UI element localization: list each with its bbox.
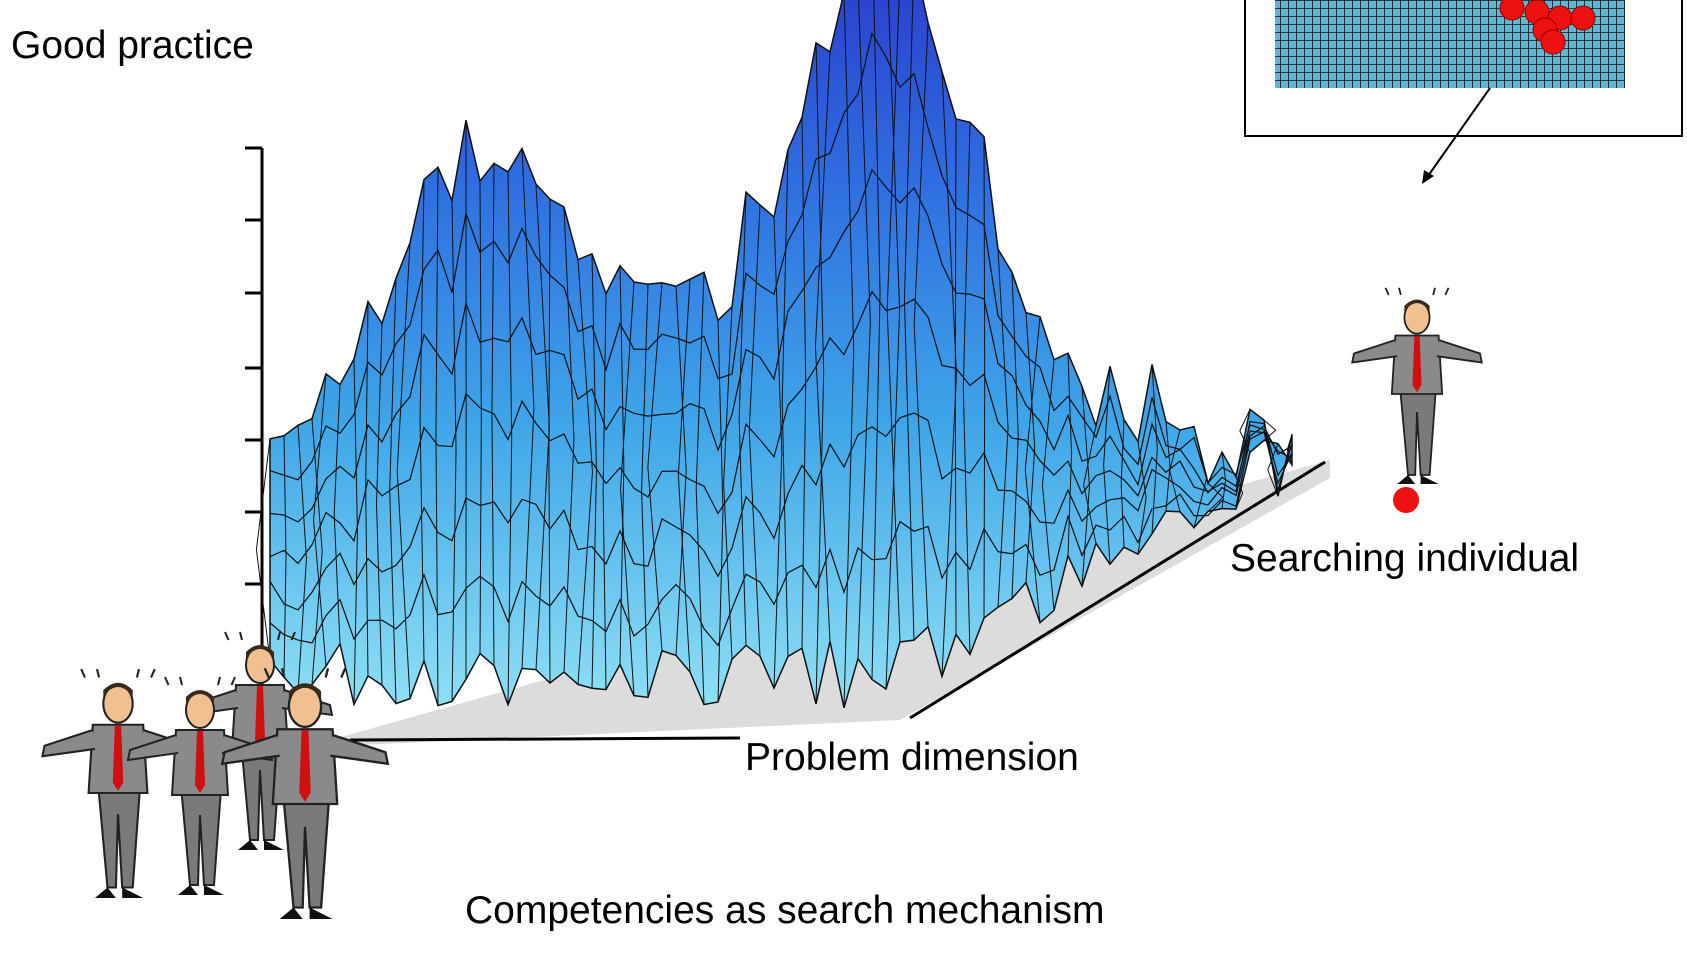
- individual-label: Searching individual: [1230, 537, 1579, 580]
- z-axis: [245, 148, 262, 700]
- fitness-landscape: [256, 0, 1292, 708]
- group-figures: [42, 632, 387, 919]
- person: [1352, 288, 1482, 484]
- group-label: Competencies as search mechanism: [465, 889, 1104, 932]
- inset: [1245, 0, 1682, 184]
- person: [42, 669, 193, 898]
- searching-individual-figure: [1352, 288, 1482, 484]
- axis-label: Problem dimension: [745, 736, 1079, 779]
- page: Good practice Problem dimension Searchin…: [0, 0, 1687, 952]
- title: Good practice: [11, 24, 254, 67]
- diagram: Good practice Problem dimension Searchin…: [0, 0, 1687, 952]
- individual-marker: [1393, 487, 1419, 513]
- floor-edge: [350, 738, 740, 740]
